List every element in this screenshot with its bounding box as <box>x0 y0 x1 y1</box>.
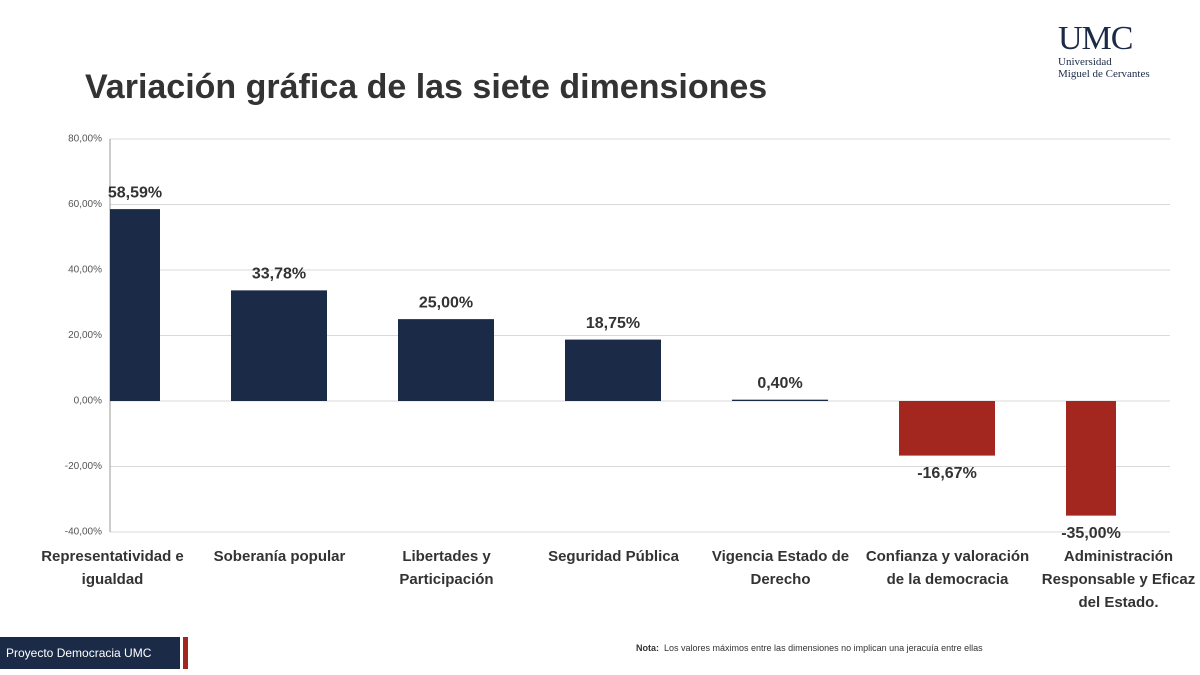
bar <box>398 319 494 401</box>
bar <box>231 290 327 401</box>
logo-line: Universidad <box>1058 56 1112 68</box>
note: Nota: Los valores máximos entre las dime… <box>636 643 983 653</box>
x-tick-label: Representatividad e igualdad <box>41 548 184 588</box>
footer-accent <box>183 637 188 669</box>
y-tick-label: 80,00% <box>68 134 102 145</box>
bar <box>110 209 160 401</box>
note-label: Nota: <box>636 643 659 653</box>
x-tick-label: Seguridad Pública <box>548 548 679 565</box>
value-label: 58,59% <box>108 184 162 201</box>
x-tick-label: Administración Responsable y Eficaz del … <box>1041 548 1196 611</box>
footer: Proyecto Democracia UMC <box>0 637 180 669</box>
y-tick-label: 40,00% <box>68 265 102 276</box>
value-label: 18,75% <box>586 315 640 332</box>
logo-line: Miguel de Cervantes <box>1058 68 1150 80</box>
value-label: 25,00% <box>419 294 473 311</box>
bar <box>565 339 661 401</box>
value-label: -35,00% <box>1061 525 1121 542</box>
value-label: -16,67% <box>917 465 977 482</box>
x-tick-label: Confianza y valoración de la democracia <box>865 548 1030 588</box>
x-tick-label: Vigencia Estado de Derecho <box>711 548 850 588</box>
x-tick-label: Soberanía popular <box>213 548 346 565</box>
y-tick-label: 60,00% <box>68 199 102 210</box>
logo: UMC Universidad Miguel de Cervantes <box>1058 20 1150 81</box>
y-tick-label: 20,00% <box>68 330 102 341</box>
x-tick-label: Libertades y Participación <box>399 548 494 588</box>
value-label: 33,78% <box>252 266 306 283</box>
bar <box>732 399 828 401</box>
y-tick-label: -20,00% <box>65 461 102 472</box>
bar <box>899 401 995 456</box>
value-label: 0,40% <box>757 375 802 392</box>
chart-title: Variación gráfica de las siete dimension… <box>85 68 768 106</box>
logo-mark: UMC <box>1058 20 1133 57</box>
note-text: Los valores máximos entre las dimensione… <box>664 643 983 653</box>
y-tick-label: 0,00% <box>74 396 102 407</box>
y-tick-label: -40,00% <box>65 527 102 538</box>
bar <box>1066 401 1116 516</box>
